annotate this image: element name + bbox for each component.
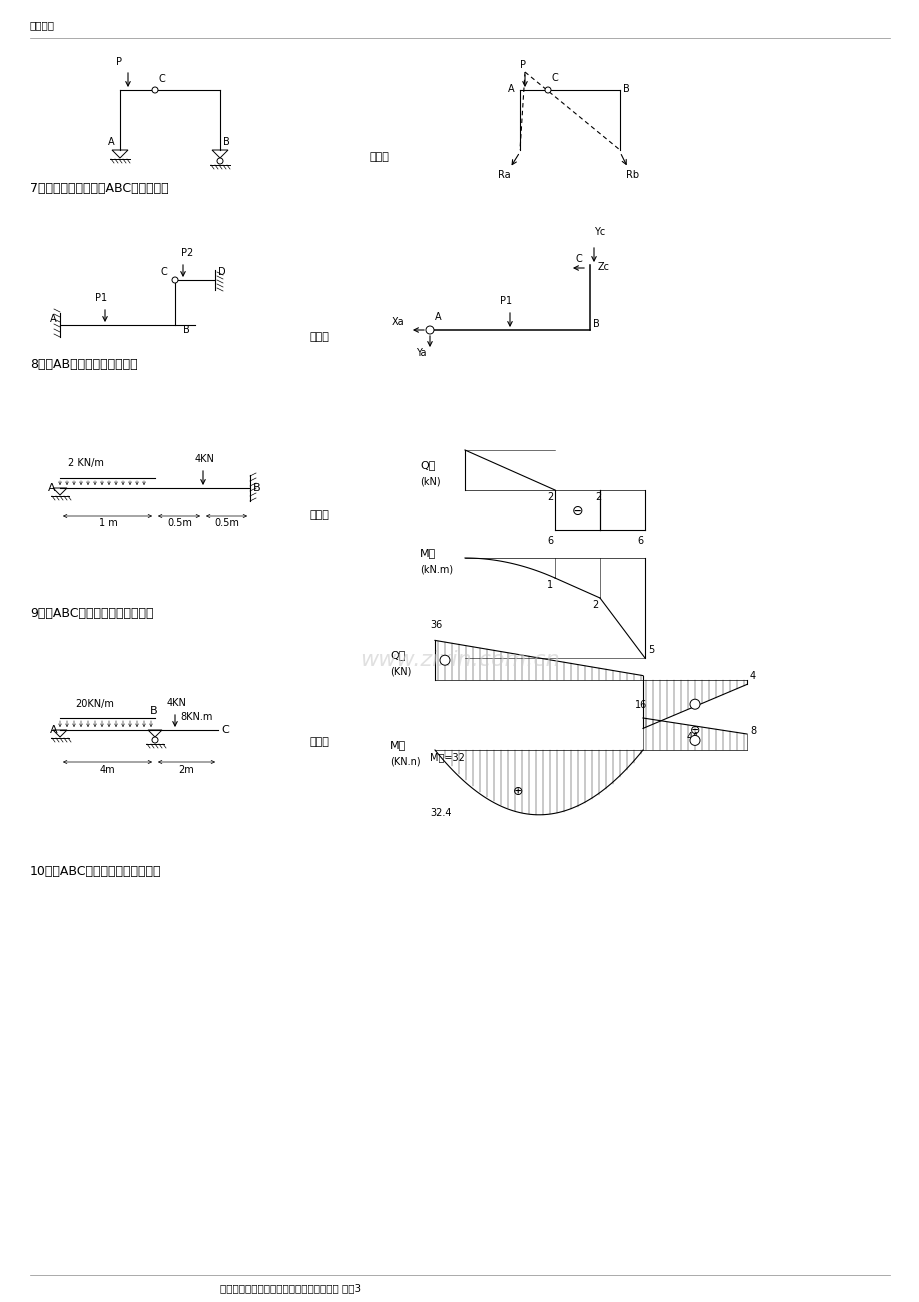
Circle shape	[152, 737, 158, 743]
Text: C: C	[575, 254, 582, 264]
Text: 0.5m: 0.5m	[167, 518, 192, 529]
Circle shape	[544, 87, 550, 92]
Text: Ya: Ya	[415, 348, 426, 358]
Text: Yc: Yc	[594, 227, 605, 237]
Circle shape	[152, 87, 158, 92]
Text: Q图: Q图	[390, 650, 405, 660]
Text: 6: 6	[636, 536, 642, 546]
Text: A: A	[48, 483, 55, 493]
Text: 20KN/m: 20KN/m	[75, 699, 114, 710]
Text: A: A	[435, 312, 441, 322]
Text: M图: M图	[420, 548, 436, 559]
Text: 16: 16	[634, 700, 647, 710]
Text: 仅供学习与交流，如有侵权请联系网站删除 谢谢3: 仅供学习与交流，如有侵权请联系网站删除 谢谢3	[220, 1282, 361, 1293]
Text: 2: 2	[595, 492, 601, 503]
Text: P1: P1	[499, 296, 512, 306]
Text: P: P	[116, 57, 122, 66]
Text: Zc: Zc	[597, 262, 609, 272]
Text: 9、作ABC梁的剪力图和弯矩图。: 9、作ABC梁的剪力图和弯矩图。	[30, 607, 153, 620]
Text: C: C	[551, 73, 558, 83]
Text: M中=32: M中=32	[429, 753, 464, 762]
Text: C: C	[221, 725, 229, 736]
Text: A: A	[108, 137, 115, 147]
Circle shape	[217, 158, 222, 164]
Text: 0.5m: 0.5m	[214, 518, 239, 529]
Text: 答案：: 答案：	[310, 510, 330, 519]
Text: ⊖: ⊖	[571, 504, 583, 518]
Text: 7、画出图示指定物体ABC的受力图。: 7、画出图示指定物体ABC的受力图。	[30, 182, 168, 195]
Circle shape	[439, 655, 449, 665]
Circle shape	[689, 736, 699, 746]
Text: 5: 5	[647, 644, 653, 655]
Text: P1: P1	[95, 293, 107, 303]
Text: B: B	[150, 706, 157, 716]
Text: 36: 36	[429, 620, 442, 630]
Text: 1: 1	[547, 579, 552, 590]
Text: A: A	[507, 85, 514, 94]
Text: A: A	[50, 314, 57, 324]
Text: 答案：: 答案：	[310, 737, 330, 747]
Text: C: C	[159, 74, 165, 85]
Text: 32.4: 32.4	[429, 809, 451, 818]
Text: Q图: Q图	[420, 460, 435, 470]
Text: 精品资料: 精品资料	[30, 20, 55, 30]
Text: 4KN: 4KN	[167, 698, 187, 708]
Text: B: B	[183, 326, 189, 335]
Text: (kN.m): (kN.m)	[420, 565, 453, 575]
Text: 2 KN/m: 2 KN/m	[68, 458, 104, 467]
Text: 答案：: 答案：	[310, 332, 330, 342]
Text: B: B	[222, 137, 230, 147]
Text: 1 m: 1 m	[99, 518, 119, 529]
Text: 8: 8	[749, 727, 755, 736]
Text: Ra: Ra	[497, 171, 510, 180]
Text: 8、作AB梁的剪力和弯矩图。: 8、作AB梁的剪力和弯矩图。	[30, 358, 138, 371]
Text: D: D	[218, 267, 225, 277]
Text: 10、作ABC梁的剪力图和弯矩图。: 10、作ABC梁的剪力图和弯矩图。	[30, 865, 162, 878]
Text: 4m: 4m	[99, 766, 115, 775]
Text: 2: 2	[547, 492, 552, 503]
Text: www.zixin.com.cn: www.zixin.com.cn	[359, 650, 560, 671]
Text: ⊕: ⊕	[513, 785, 523, 798]
Text: (KN.n): (KN.n)	[390, 756, 420, 767]
Text: 4KN: 4KN	[195, 454, 215, 464]
Text: 2m: 2m	[178, 766, 194, 775]
Text: C: C	[161, 267, 167, 277]
Text: A: A	[50, 725, 58, 736]
Text: 6: 6	[547, 536, 552, 546]
Circle shape	[689, 699, 699, 710]
Text: (kN): (kN)	[420, 477, 440, 487]
Circle shape	[425, 326, 434, 335]
Text: Rb: Rb	[625, 171, 639, 180]
Text: P2: P2	[181, 247, 193, 258]
Text: Xa: Xa	[391, 316, 404, 327]
Circle shape	[172, 277, 177, 283]
Text: 8KN.m: 8KN.m	[180, 712, 212, 723]
Text: ⊖: ⊖	[689, 724, 699, 737]
Text: 2: 2	[591, 600, 597, 611]
Text: B: B	[622, 85, 630, 94]
Text: (KN): (KN)	[390, 667, 411, 677]
Text: P: P	[519, 60, 526, 70]
Text: 答案：: 答案：	[369, 152, 390, 161]
Text: B: B	[253, 483, 260, 493]
Text: 44: 44	[686, 733, 698, 742]
Text: B: B	[593, 319, 599, 329]
Text: 4: 4	[749, 671, 755, 681]
Text: M图: M图	[390, 740, 406, 750]
